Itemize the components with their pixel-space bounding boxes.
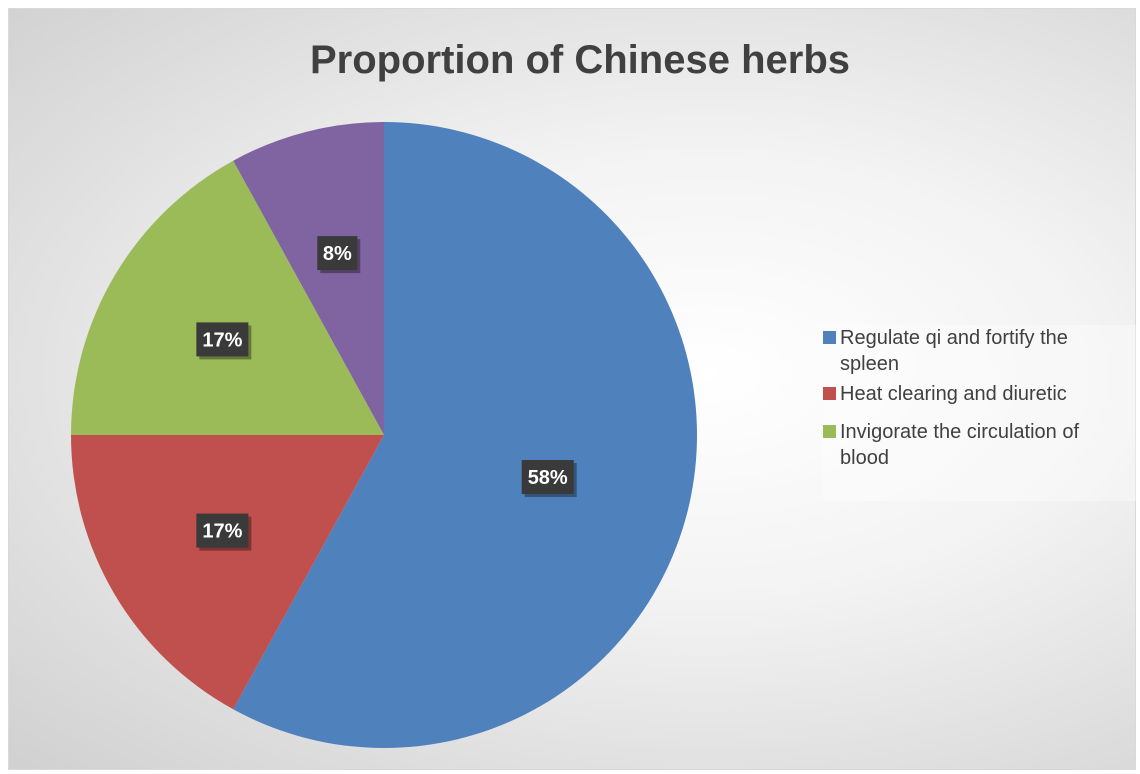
pie-slice — [233, 122, 697, 748]
chart-title: Proportion of Chinese herbs — [309, 38, 851, 82]
pie-slice — [71, 160, 384, 435]
legend-swatch — [823, 331, 836, 344]
legend-item: Heat clearing and diuretic — [823, 381, 1139, 407]
pie-slice — [70, 435, 384, 710]
legend-label: Invigorate the circulation of blood — [840, 421, 1080, 469]
legend-item: Invigorate the circulation of blood — [823, 419, 1139, 471]
chart-legend: Regulate qi and fortify the spleen Heat … — [823, 325, 1139, 501]
svg-text:17%: 17% — [202, 521, 242, 543]
svg-text:58%: 58% — [528, 467, 568, 489]
svg-text:17%: 17% — [202, 329, 242, 351]
legend-item: Regulate qi and fortify the spleen — [823, 325, 1139, 377]
svg-text:8%: 8% — [323, 243, 352, 265]
data-label: 8% — [317, 236, 361, 274]
data-label: 58% — [521, 460, 577, 498]
pie-slice — [233, 122, 384, 435]
legend-swatch — [823, 387, 836, 400]
data-label: 17% — [196, 513, 252, 551]
legend-label: Regulate qi and fortify the spleen — [840, 327, 1068, 375]
legend-label: Heat clearing and diuretic — [840, 383, 1067, 405]
legend-swatch — [823, 425, 836, 438]
data-label: 17% — [196, 322, 252, 360]
